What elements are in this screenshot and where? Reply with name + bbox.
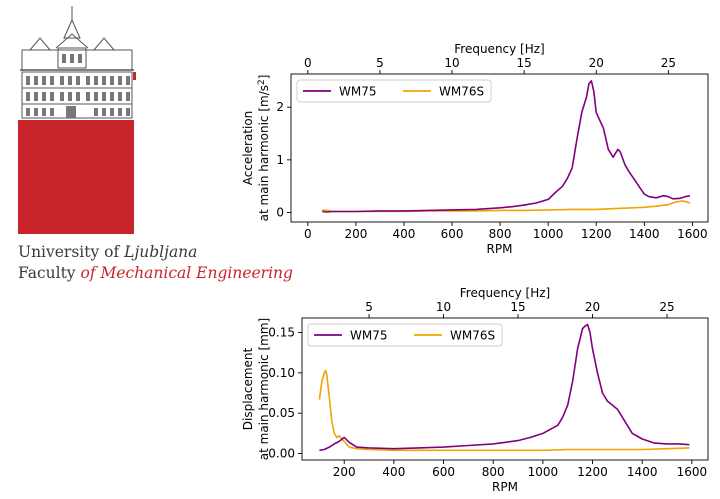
x-tick-label: 0: [304, 227, 312, 241]
top-x-tick-label: 5: [376, 56, 384, 70]
legend-box: [307, 323, 503, 347]
y-tick-label: 2: [276, 100, 284, 114]
faculty-name: Faculty of Mechanical Engineering: [18, 264, 293, 282]
university-building-icon: [18, 6, 136, 234]
x-tick-label: 1600: [677, 465, 708, 479]
y-axis-label-line2: at main harmonic [mm]: [257, 318, 271, 460]
series-line-wm75: [322, 80, 691, 213]
x-tick-label: 1000: [528, 465, 559, 479]
legend-label-wm76s: WM76S: [439, 85, 484, 99]
top-x-tick-label: 20: [585, 300, 600, 314]
legend-label-wm75: WM75: [339, 85, 377, 99]
series-line-wm76s: [322, 200, 691, 213]
x-tick-label: 600: [432, 465, 455, 479]
top-x-tick-label: 15: [516, 56, 531, 70]
plot-frame: [301, 317, 709, 461]
displacement-chart: 200 400 600 800 1000 1200 1400 1600 RPM 5 10 15 20 25…: [241, 286, 709, 494]
x-tick-label: 1400: [627, 465, 658, 479]
x-tick-label: 200: [333, 465, 356, 479]
university-name: University of Ljubljana: [18, 243, 198, 261]
series-line-wm76s: [318, 369, 690, 452]
y-axis-label-line1: Acceleration: [241, 111, 255, 186]
x-tick-label: 800: [482, 465, 505, 479]
top-x-axis-label: Frequency [Hz]: [454, 42, 545, 56]
top-x-tick-label: 25: [659, 300, 674, 314]
x-axis-label: RPM: [487, 242, 513, 256]
legend-label-wm75: WM75: [350, 329, 388, 343]
x-axis-label: RPM: [492, 480, 518, 494]
top-x-tick-label: 15: [510, 300, 525, 314]
x-tick-label: 1200: [581, 227, 612, 241]
x-tick-label: 1400: [629, 227, 660, 241]
y-tick-label: 0.05: [268, 406, 295, 420]
top-x-axis-label: Frequency [Hz]: [460, 286, 551, 300]
x-tick-label: 400: [393, 227, 416, 241]
x-tick-label: 1600: [677, 227, 708, 241]
x-tick-label: 1000: [533, 227, 564, 241]
x-tick-label: 200: [344, 227, 367, 241]
legend-label-wm76s: WM76S: [450, 329, 495, 343]
y-tick-label: 0.15: [268, 326, 295, 340]
top-x-tick-label: 5: [365, 300, 373, 314]
top-x-tick-label: 25: [661, 56, 676, 70]
university-logo: University of Ljubljana Faculty of Mecha…: [0, 0, 293, 300]
y-tick-label: 0: [276, 206, 284, 220]
logo-red-block: [18, 120, 134, 234]
x-tick-label: 400: [382, 465, 405, 479]
top-x-tick-label: 20: [589, 56, 604, 70]
top-x-tick-label: 0: [304, 56, 312, 70]
y-axis-label-line1: Displacement: [241, 347, 255, 430]
y-axis-label-line2: at main harmonic [m/s2]: [257, 75, 271, 222]
series-line-wm75: [319, 323, 690, 452]
top-x-tick-label: 10: [436, 300, 451, 314]
top-x-tick-label: 10: [444, 56, 459, 70]
plot-frame: [290, 73, 709, 223]
y-tick-label: 0.10: [268, 366, 295, 380]
y-tick-label: 1: [276, 153, 284, 167]
x-tick-label: 1200: [577, 465, 608, 479]
x-tick-label: 600: [441, 227, 464, 241]
y-tick-label: 0.00: [268, 447, 295, 461]
legend-box: [296, 79, 492, 103]
x-tick-label: 800: [489, 227, 512, 241]
